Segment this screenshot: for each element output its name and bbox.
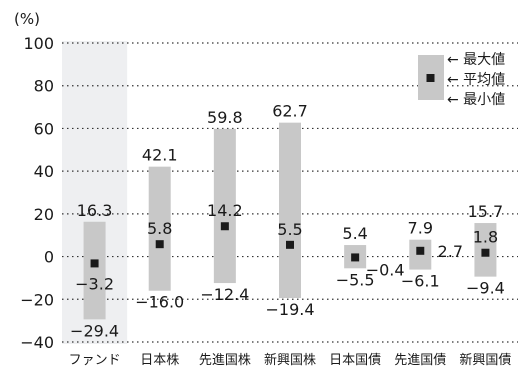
- mean-value-label: 5.5: [277, 220, 302, 239]
- category-label: 日本株: [140, 353, 179, 368]
- min-value-label: −29.4: [70, 321, 119, 340]
- min-value-label: −19.4: [265, 300, 314, 319]
- mean-marker: [351, 253, 360, 262]
- mean-marker: [416, 246, 425, 255]
- min-value-label: −6.1: [401, 272, 440, 291]
- min-value-label: −16.0: [135, 293, 184, 312]
- y-tick-label: −40: [20, 333, 54, 352]
- max-value-label: 16.3: [77, 201, 113, 220]
- max-value-label: 5.4: [342, 224, 367, 243]
- y-tick-label: −20: [20, 290, 54, 309]
- mean-marker: [220, 222, 229, 231]
- range-bar: [279, 122, 301, 299]
- mean-marker: [90, 259, 99, 268]
- range-bar: [213, 128, 236, 284]
- y-tick-label: 20: [34, 205, 54, 224]
- category-label: ファンド: [69, 353, 121, 368]
- mean-marker: [286, 240, 294, 249]
- y-tick-label: 60: [34, 119, 54, 138]
- y-tick-label: 40: [34, 162, 54, 181]
- legend: ← 最大値 ← 平均値 ← 最小値: [418, 52, 505, 108]
- max-value-label: 42.1: [142, 146, 178, 165]
- min-value-label: −5.5: [336, 270, 375, 289]
- range-bar: [148, 166, 171, 291]
- legend-mean-label: ← 平均値: [447, 72, 505, 88]
- category-label: 新興国株: [264, 352, 316, 368]
- legend-mean-marker: [426, 74, 435, 82]
- y-unit-label: (%): [14, 10, 40, 28]
- y-tick-label: 80: [34, 77, 54, 96]
- min-value-label: −12.4: [200, 285, 249, 304]
- mean-value-label: −0.4: [366, 260, 405, 279]
- range-bar: [83, 221, 106, 320]
- max-value-label: 62.7: [272, 102, 308, 121]
- category-label: 先進国債: [394, 353, 446, 368]
- mean-value-label: 1.8: [473, 228, 498, 247]
- category-label: 先進国株: [199, 353, 251, 368]
- y-tick-label: 100: [23, 34, 54, 53]
- mean-marker: [481, 248, 490, 257]
- mean-value-label: −3.2: [75, 274, 114, 293]
- category-label: 日本国債: [329, 353, 381, 368]
- mean-marker: [155, 240, 164, 249]
- legend-min-label: ← 最小値: [447, 92, 505, 108]
- max-value-label: 7.9: [408, 219, 433, 238]
- max-value-label: 15.7: [468, 202, 504, 221]
- max-value-label: 59.8: [207, 108, 243, 127]
- category-label: 新興国債: [459, 352, 511, 368]
- mean-value-label: 2.7: [438, 242, 463, 261]
- mean-value-label: 5.8: [147, 219, 172, 238]
- min-value-label: −9.4: [466, 279, 505, 298]
- y-tick-label: 0: [44, 248, 54, 267]
- legend-max-label: ← 最大値: [447, 52, 505, 68]
- mean-value-label: 14.2: [207, 201, 243, 220]
